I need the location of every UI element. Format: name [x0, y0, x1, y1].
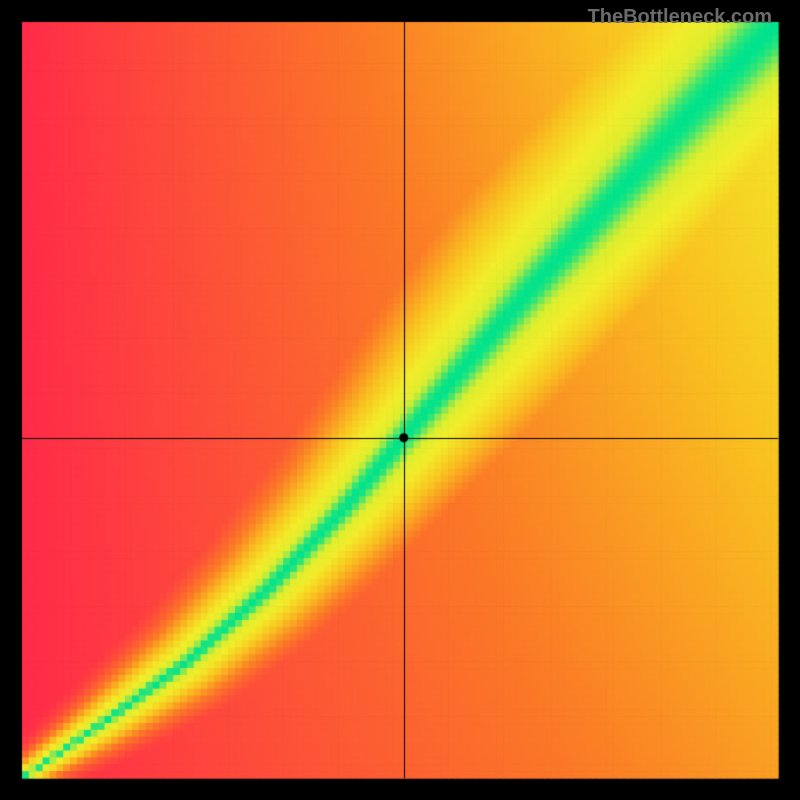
- bottleneck-heatmap: [0, 0, 800, 800]
- chart-container: { "watermark": { "text": "TheBottleneck.…: [0, 0, 800, 800]
- watermark-text: TheBottleneck.com: [588, 6, 772, 29]
